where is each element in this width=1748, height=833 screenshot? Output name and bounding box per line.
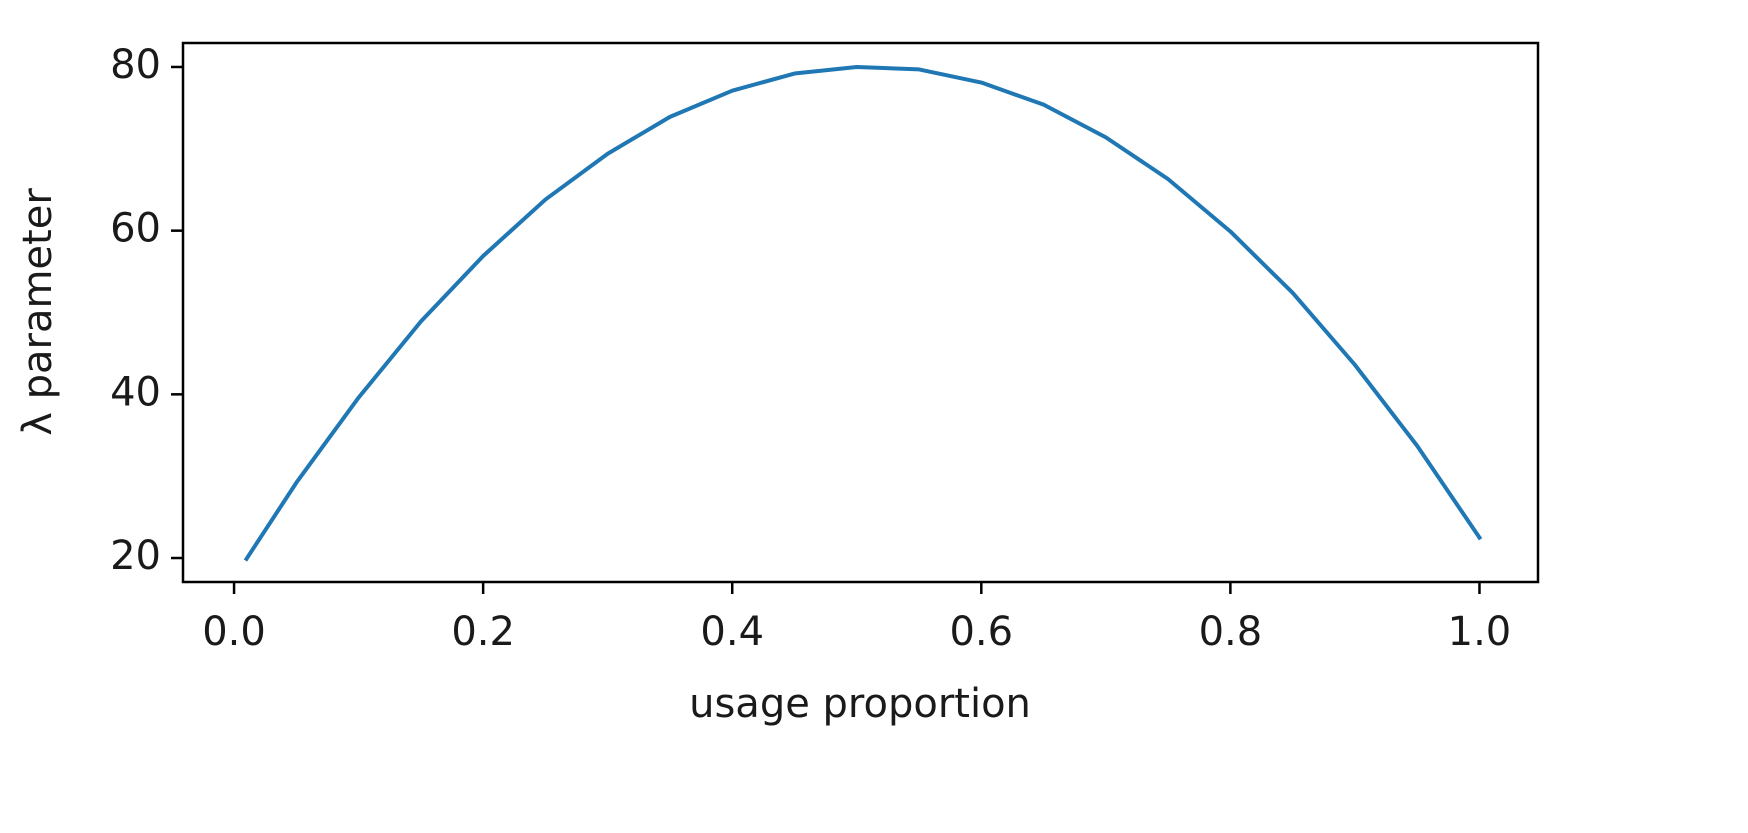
plot-frame — [181, 41, 1540, 584]
x-tick-label: 0.2 — [451, 609, 515, 655]
x-tick-label: 1.0 — [1448, 609, 1512, 655]
data-line — [243, 64, 1483, 562]
y-tick-label: 40 — [110, 369, 161, 415]
x-tick-label: 0.0 — [202, 609, 266, 655]
y-tick-label: 80 — [110, 42, 161, 88]
y-tick-label: 60 — [110, 206, 161, 252]
y-axis-label: λ parameter — [15, 188, 61, 436]
x-tick-label: 0.4 — [700, 609, 764, 655]
y-tick-label: 20 — [110, 533, 161, 579]
x-tick-label: 0.8 — [1199, 609, 1263, 655]
x-axis-label: usage proportion — [689, 681, 1031, 727]
x-tick-label: 0.6 — [949, 609, 1013, 655]
